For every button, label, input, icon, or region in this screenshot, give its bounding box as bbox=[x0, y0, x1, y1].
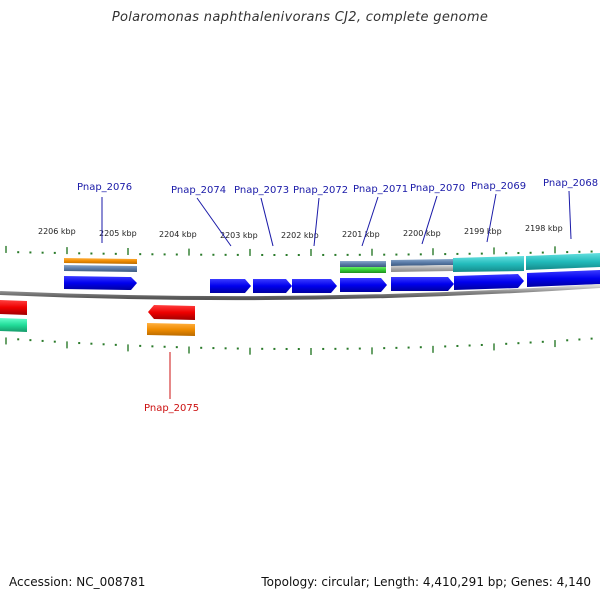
gene-pnap-2075[interactable] bbox=[148, 305, 195, 320]
gene-pnap-2068[interactable] bbox=[527, 270, 600, 287]
accession-text: Accession: NC_008781 bbox=[9, 575, 146, 589]
leader-line bbox=[196, 197, 232, 247]
gene-label-pnap-2075[interactable]: Pnap_2075 bbox=[144, 403, 199, 414]
topology-text: Topology: circular; Length: 4,410,291 bp… bbox=[261, 575, 591, 589]
cog-bar-steel bbox=[64, 265, 137, 272]
gene-label-pnap-2070[interactable]: Pnap_2070 bbox=[410, 183, 465, 194]
gene-pnap-2076[interactable] bbox=[64, 276, 137, 290]
leader-line bbox=[260, 197, 274, 247]
scale-label-2205: 2205 kbp bbox=[99, 229, 137, 238]
cog-track-reverse bbox=[0, 318, 195, 336]
leader-line bbox=[568, 190, 572, 240]
scale-label-2204: 2204 kbp bbox=[159, 230, 197, 239]
cog-bar-teal bbox=[453, 256, 524, 272]
inner-scale-ticks bbox=[5, 337, 593, 355]
scale-label-2203: 2203 kbp bbox=[220, 231, 258, 240]
gene-label-pnap-2076[interactable]: Pnap_2076 bbox=[77, 182, 132, 193]
cog-bar-steel bbox=[340, 261, 386, 267]
cog-bar-steel bbox=[391, 259, 453, 266]
gene-reverse-edge[interactable] bbox=[0, 300, 27, 315]
cog-bar-orange bbox=[64, 258, 137, 264]
gene-label-pnap-2072[interactable]: Pnap_2072 bbox=[293, 185, 348, 196]
scale-labels: 2206 kbp 2205 kbp 2204 kbp 2203 kbp 2202… bbox=[38, 224, 563, 240]
cog-bar-silver bbox=[391, 265, 453, 272]
scale-label-2198: 2198 kbp bbox=[525, 224, 563, 233]
genome-backbone bbox=[0, 284, 600, 301]
gene-label-pnap-2071[interactable]: Pnap_2071 bbox=[353, 184, 408, 195]
map-title: Polaromonas naphthalenivorans CJ2, compl… bbox=[111, 10, 489, 25]
leader-line bbox=[421, 195, 438, 245]
cog-bar-spring bbox=[0, 318, 27, 332]
outer-scale-ticks bbox=[5, 245, 593, 256]
cog-bar-teal bbox=[526, 253, 600, 270]
gene-label-pnap-2074[interactable]: Pnap_2074 bbox=[171, 185, 226, 196]
leader-line bbox=[313, 197, 320, 247]
cog-bar-orange bbox=[147, 323, 195, 336]
leader-line bbox=[361, 196, 379, 247]
gene-pnap-2072[interactable] bbox=[292, 279, 337, 293]
cog-bar-green bbox=[340, 267, 386, 273]
gene-pnap-2073[interactable] bbox=[253, 279, 292, 293]
scale-label-2202: 2202 kbp bbox=[281, 231, 319, 240]
gene-pnap-2074[interactable] bbox=[210, 279, 251, 293]
gene-pnap-2070[interactable] bbox=[391, 277, 454, 291]
scale-label-2201: 2201 kbp bbox=[342, 230, 380, 239]
leader-line bbox=[486, 193, 497, 243]
gene-label-pnap-2068[interactable]: Pnap_2068 bbox=[543, 178, 598, 189]
cog-track-forward bbox=[64, 253, 600, 273]
gene-pnap-2069[interactable] bbox=[454, 274, 524, 290]
gene-label-pnap-2073[interactable]: Pnap_2073 bbox=[234, 185, 289, 196]
reverse-strand-genes bbox=[0, 300, 195, 320]
scale-label-2199: 2199 kbp bbox=[464, 227, 502, 236]
forward-strand-genes bbox=[64, 270, 600, 293]
gene-pnap-2071[interactable] bbox=[340, 278, 387, 292]
scale-label-2200: 2200 kbp bbox=[403, 229, 441, 238]
gene-labels: Pnap_2076 Pnap_2074 Pnap_2073 Pnap_2072 … bbox=[77, 178, 598, 414]
gene-label-pnap-2069[interactable]: Pnap_2069 bbox=[471, 181, 526, 192]
scale-label-2206: 2206 kbp bbox=[38, 227, 76, 236]
